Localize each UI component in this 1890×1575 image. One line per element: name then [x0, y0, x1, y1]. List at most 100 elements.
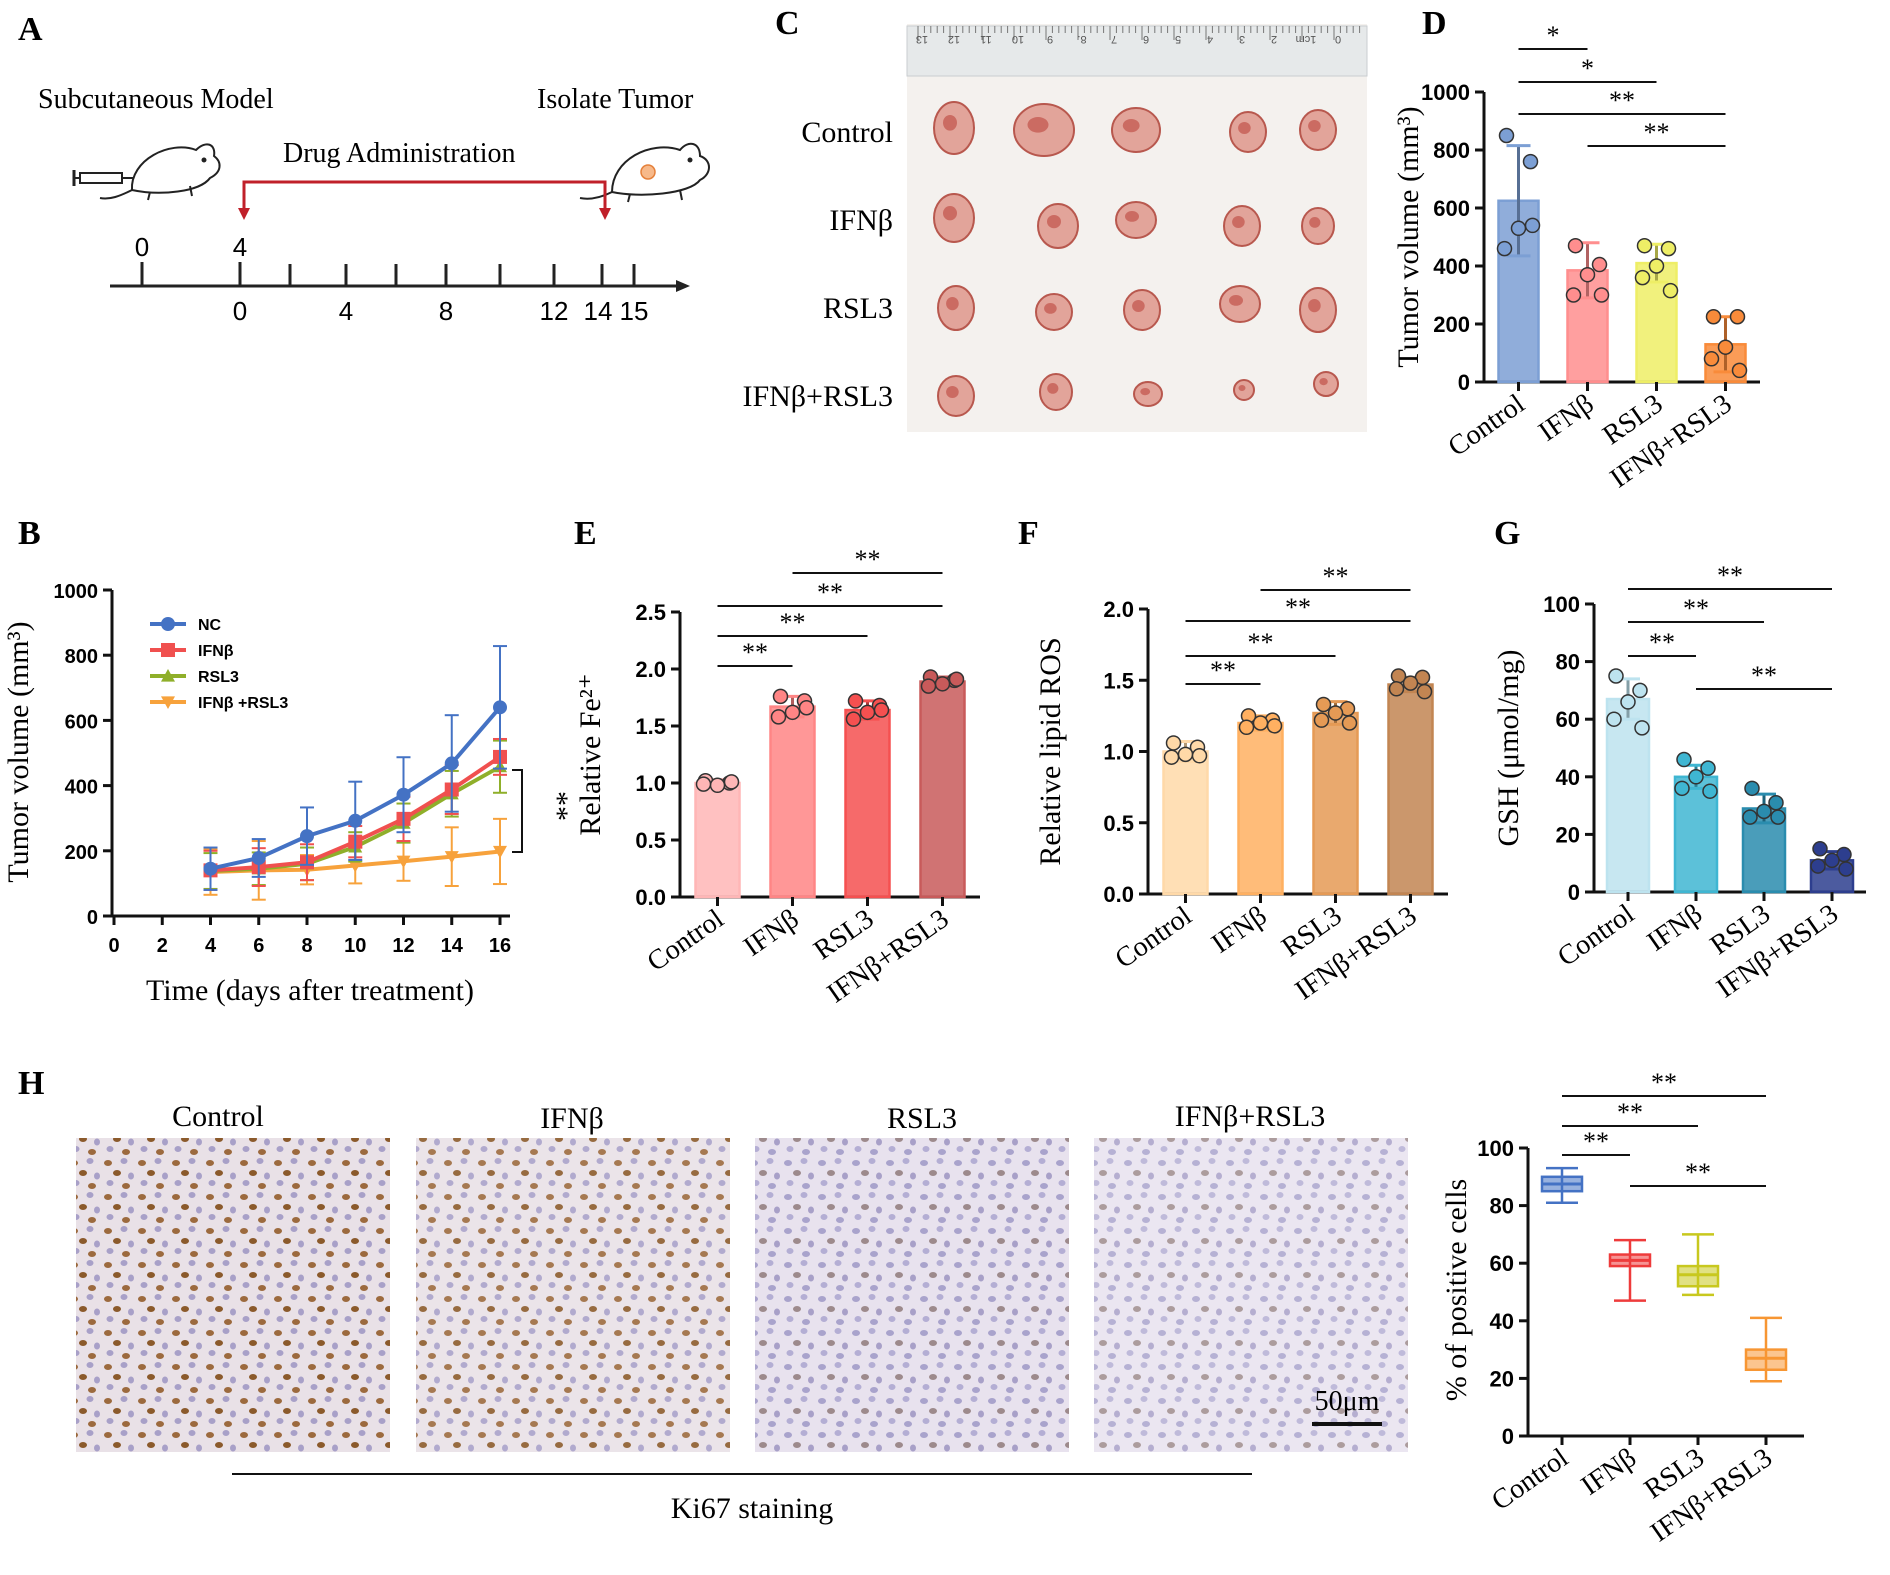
significance-label: * — [1581, 54, 1594, 83]
data-point — [1191, 748, 1208, 764]
significance-label: ** — [1617, 1098, 1643, 1127]
panel-b-label: B — [18, 515, 41, 552]
data-point — [1327, 705, 1344, 721]
significance-label: ** — [1683, 594, 1709, 623]
y-tick-label: 1.5 — [635, 714, 666, 739]
data-point — [161, 669, 175, 682]
ruler-mark: 2 — [1271, 33, 1277, 45]
y-tick-label: 60 — [1490, 1251, 1514, 1276]
data-point — [709, 777, 726, 794]
bar — [694, 781, 741, 899]
data-point — [1756, 803, 1772, 820]
significance-label: ** — [780, 608, 806, 637]
tumor-highlight — [1238, 122, 1251, 134]
significance-label: ** — [1248, 628, 1274, 657]
timeline-top-tick: 0 — [135, 232, 149, 262]
data-point — [770, 709, 787, 725]
x-tick-label: 2 — [157, 935, 168, 957]
significance-label: ** — [1609, 86, 1635, 115]
tumor-highlight — [1027, 117, 1049, 133]
ruler-mark: 4 — [1207, 33, 1213, 45]
bar — [1162, 750, 1209, 896]
data-point — [1341, 715, 1358, 731]
y-tick-label: 40 — [1490, 1309, 1514, 1334]
data-point — [1702, 783, 1718, 799]
tumor-highlight — [943, 115, 957, 131]
data-point — [1700, 760, 1716, 776]
data-point — [1252, 715, 1269, 731]
data-point — [1238, 719, 1255, 736]
significance-label: ** — [1717, 561, 1743, 590]
y-tick-label: 600 — [1433, 196, 1470, 221]
y-tick-label: 2.5 — [635, 600, 666, 625]
bar — [844, 708, 891, 899]
data-point — [444, 851, 459, 864]
bar — [1387, 683, 1434, 896]
data-point — [1313, 712, 1330, 728]
y-tick-label: 1.0 — [1103, 740, 1134, 765]
y-tick-label: 1000 — [1421, 80, 1470, 105]
data-point — [859, 704, 876, 721]
data-point — [161, 643, 175, 657]
bar — [1237, 721, 1284, 896]
chart-b: B 0 200 400 600 800 1000 0 2 4 6 8 10 12 14 16 Time (day… — [2, 515, 574, 1007]
data-point — [798, 700, 815, 716]
ihc-image — [755, 1138, 1069, 1452]
y-tick-label: 1000 — [54, 581, 99, 603]
tumor-highlight — [1229, 295, 1243, 306]
y-tick-label: 0 — [1502, 1424, 1514, 1449]
data-point — [348, 813, 363, 828]
data-point — [300, 829, 314, 844]
panel-g-label: G — [1494, 515, 1520, 552]
x-tick-label: IFNβ — [1533, 388, 1599, 447]
panel-a: A Subcutaneous Model Isolate Tumor Drug … — [18, 11, 710, 326]
y-tick-label: 60 — [1556, 707, 1580, 732]
y-tick-label: 400 — [65, 777, 98, 799]
data-point — [1717, 339, 1734, 355]
significance-label: ** — [1285, 593, 1311, 622]
ruler-mark: 5 — [1175, 33, 1181, 45]
x-tick-label: Control — [1552, 898, 1640, 973]
y-tick-label: 1.0 — [635, 771, 666, 796]
data-point — [444, 756, 459, 771]
ihc-title: IFNβ+RSL3 — [1175, 1100, 1326, 1133]
x-tick-label: Control — [1486, 1442, 1574, 1517]
data-point — [1648, 258, 1665, 274]
panel-h-images: H Control IFNβ RSL3 IFNβ+RSL3 50μm Ki67 … — [18, 1065, 1408, 1525]
y-axis-label: Tumor volume (mm³) — [1392, 106, 1425, 367]
scale-bar-label: 50μm — [1315, 1386, 1380, 1417]
data-point — [934, 676, 951, 692]
bar — [1312, 711, 1359, 896]
data-point — [1402, 675, 1419, 691]
ihc-image — [1094, 1138, 1408, 1452]
data-point — [1662, 282, 1679, 299]
significance-label: ** — [1751, 661, 1777, 690]
legend-label: IFNβ — [198, 643, 234, 660]
panel-a-left-title: Subcutaneous Model — [38, 84, 274, 115]
x-tick-label: 0 — [108, 935, 119, 957]
tumor-highlight — [1047, 383, 1059, 394]
y-tick-label: 800 — [1433, 138, 1470, 163]
ruler-mark: 7 — [1111, 33, 1117, 45]
y-tick-label: 0 — [1458, 370, 1470, 395]
significance-label: ** — [541, 791, 574, 821]
ruler-mark: 13 — [916, 33, 928, 45]
x-tick-label: IFNβ — [1642, 898, 1708, 957]
ruler-mark: 0 — [1335, 33, 1341, 45]
tumor-highlight — [946, 386, 959, 398]
data-point — [845, 711, 862, 727]
timeline-bottom-tick: 8 — [439, 296, 453, 326]
data-point — [1632, 682, 1648, 699]
data-point — [1496, 240, 1513, 257]
tumor-highlight — [1122, 119, 1140, 133]
legend-label: IFNβ +RSL3 — [198, 695, 288, 712]
panel-e-label: E — [574, 515, 597, 552]
timeline-bottom-tick: 14 — [584, 296, 613, 326]
significance-label: ** — [1685, 1158, 1711, 1187]
timeline-bottom-tick: 12 — [540, 296, 569, 326]
bar — [919, 680, 966, 899]
y-axis-label: GSH (μmol/mg) — [1492, 650, 1525, 847]
